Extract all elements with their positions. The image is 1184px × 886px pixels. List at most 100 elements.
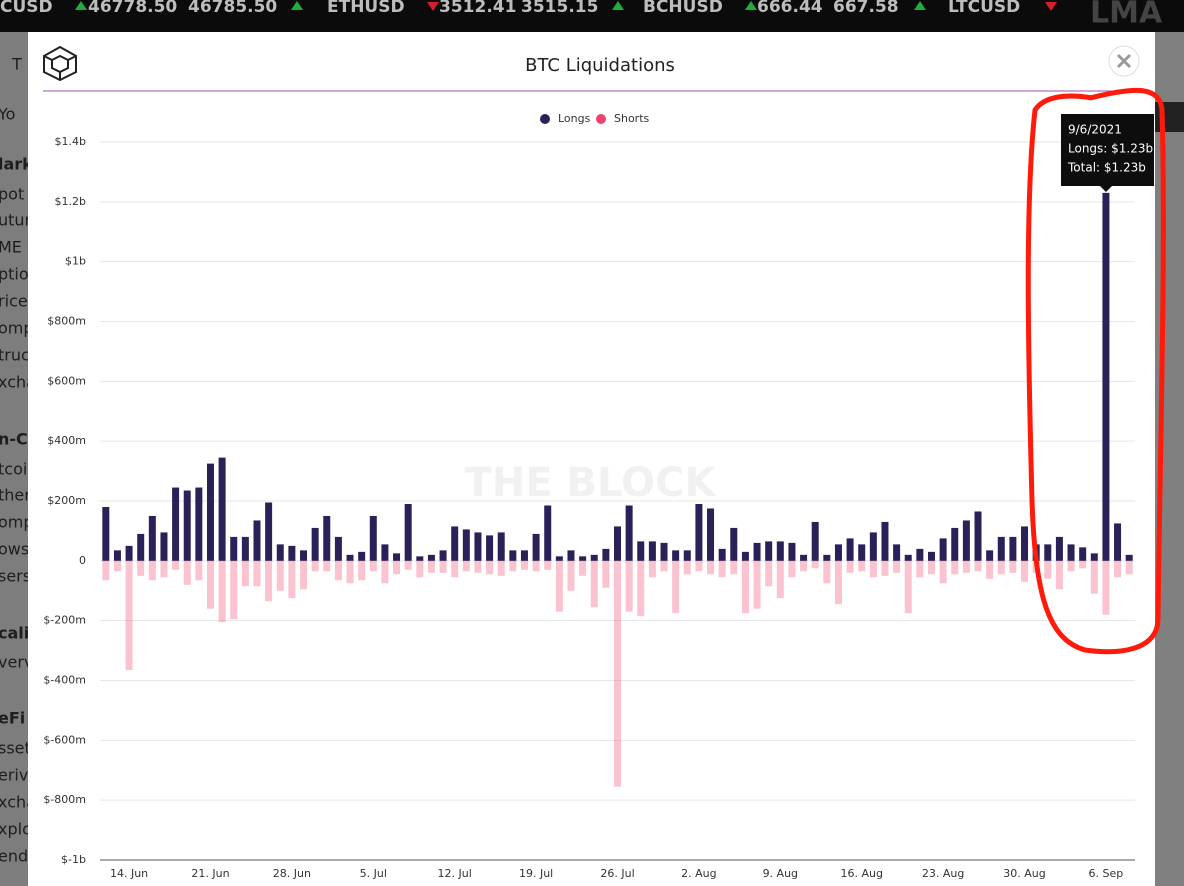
bar bbox=[986, 550, 994, 561]
bar bbox=[986, 560, 994, 579]
bar bbox=[718, 548, 726, 561]
x-tick-label: 26. Jul bbox=[600, 867, 634, 880]
ticker-arrow bbox=[75, 1, 87, 10]
ticker-arrow bbox=[427, 2, 439, 11]
bar bbox=[718, 560, 726, 578]
bar bbox=[579, 560, 587, 576]
ticker-ask: 3515.15 bbox=[521, 0, 598, 17]
bar bbox=[148, 515, 156, 561]
bar bbox=[1067, 544, 1075, 561]
sidebar-item: ptio bbox=[0, 265, 29, 284]
bar bbox=[369, 515, 377, 561]
bar bbox=[206, 560, 214, 609]
watermark: THE BLOCK bbox=[465, 460, 718, 506]
bar bbox=[904, 554, 912, 561]
bar bbox=[206, 463, 214, 561]
bar bbox=[125, 560, 133, 671]
bar bbox=[323, 560, 331, 572]
sidebar-item: Yo bbox=[0, 105, 15, 124]
chart-title: BTC Liquidations bbox=[525, 55, 675, 76]
legend-marker bbox=[596, 114, 606, 124]
x-tick-label: 6. Sep bbox=[1089, 867, 1124, 880]
bar bbox=[1079, 560, 1087, 569]
bar bbox=[241, 536, 249, 561]
bar bbox=[997, 536, 1005, 561]
bar bbox=[974, 511, 982, 561]
bar bbox=[1102, 192, 1110, 561]
bar bbox=[753, 560, 761, 609]
sidebar-item: rices bbox=[0, 292, 36, 311]
y-tick-label: $-400m bbox=[43, 674, 86, 687]
bar bbox=[172, 560, 180, 570]
tooltip-title: 9/6/2021 bbox=[1068, 123, 1122, 137]
sidebar-item: sers bbox=[0, 567, 31, 586]
bar bbox=[602, 560, 610, 588]
bar bbox=[160, 532, 168, 561]
bar bbox=[672, 560, 680, 614]
ticker-arrow bbox=[914, 1, 926, 10]
bar bbox=[1044, 544, 1052, 561]
bar bbox=[1102, 560, 1110, 615]
ticker-symbol: BCHUSD bbox=[643, 0, 723, 17]
bar bbox=[707, 508, 715, 561]
close-button[interactable] bbox=[1108, 45, 1140, 77]
bar bbox=[974, 560, 982, 572]
bar bbox=[1021, 526, 1029, 561]
bar bbox=[1090, 553, 1098, 561]
bar bbox=[765, 541, 773, 561]
x-tick-label: 14. Jun bbox=[110, 867, 148, 880]
bar bbox=[253, 520, 261, 561]
bar bbox=[893, 560, 901, 573]
bar bbox=[427, 554, 435, 561]
bar bbox=[567, 560, 575, 591]
sidebar-item: omp bbox=[0, 513, 34, 532]
bar bbox=[125, 545, 133, 561]
bar bbox=[695, 503, 703, 561]
bar bbox=[323, 515, 331, 561]
sidebar-item: xplo bbox=[0, 820, 32, 839]
bar bbox=[195, 560, 203, 581]
bar bbox=[334, 560, 342, 581]
sidebar-item: ows bbox=[0, 540, 29, 559]
bar bbox=[625, 560, 633, 612]
bar bbox=[474, 532, 482, 561]
bar bbox=[544, 560, 552, 570]
bar bbox=[602, 548, 610, 561]
bar bbox=[195, 487, 203, 561]
legend-label: Shorts bbox=[614, 112, 650, 125]
bar bbox=[346, 560, 354, 584]
bar bbox=[1044, 560, 1052, 579]
bar bbox=[497, 560, 505, 576]
bar bbox=[416, 556, 424, 561]
bar bbox=[369, 560, 377, 572]
bar bbox=[183, 490, 191, 561]
bar bbox=[741, 560, 749, 614]
ticker-arrow bbox=[745, 1, 757, 10]
bar bbox=[823, 554, 831, 561]
bar bbox=[904, 560, 912, 614]
bar bbox=[381, 544, 389, 561]
bar bbox=[137, 533, 145, 561]
bar bbox=[509, 550, 517, 561]
bar bbox=[416, 560, 424, 578]
bar bbox=[765, 560, 773, 587]
sidebar-item: larke bbox=[0, 155, 43, 174]
brand-logo: LMA bbox=[1090, 0, 1163, 31]
bar bbox=[858, 560, 866, 572]
bar bbox=[834, 560, 842, 605]
bar bbox=[288, 560, 296, 599]
bar bbox=[451, 526, 459, 561]
ticker-symbol: ETHUSD bbox=[327, 0, 405, 17]
y-tick-label: $1.4b bbox=[55, 135, 86, 148]
bar bbox=[707, 560, 715, 575]
bar bbox=[334, 536, 342, 561]
bar bbox=[730, 527, 738, 561]
bar bbox=[590, 554, 598, 561]
bar bbox=[672, 550, 680, 561]
sidebar-item: xcha bbox=[0, 793, 36, 812]
bar bbox=[544, 505, 552, 561]
bar bbox=[997, 560, 1005, 575]
bar bbox=[393, 553, 401, 561]
sidebar-item: eriva bbox=[0, 766, 38, 785]
sidebar-item: ME C bbox=[0, 238, 38, 257]
